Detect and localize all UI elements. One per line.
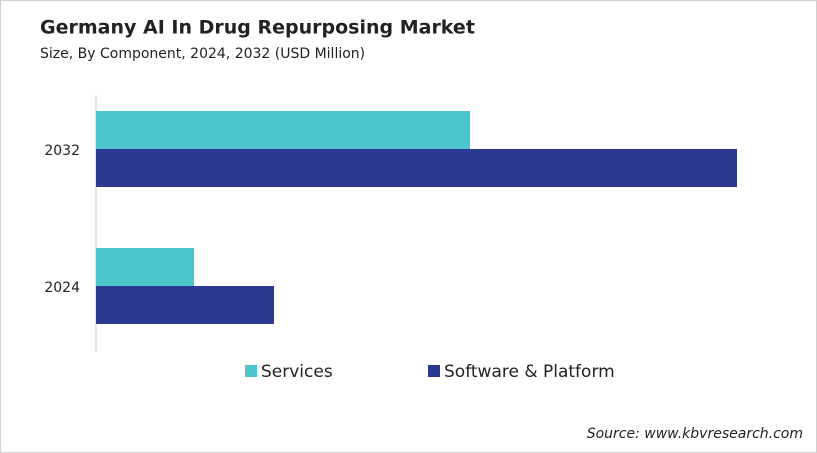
y-tick-label: 2032 — [44, 143, 80, 159]
y-tick-label: 2024 — [44, 280, 80, 296]
bar — [96, 149, 737, 187]
chart-subtitle: Size, By Component, 2024, 2032 (USD Mill… — [40, 46, 365, 62]
bar — [96, 248, 194, 286]
bar — [96, 286, 274, 324]
source: Source: www.kbvresearch.com — [587, 426, 803, 442]
legend-label: Services — [261, 362, 333, 382]
legend-label: Software & Platform — [444, 362, 615, 382]
legend-swatch — [428, 365, 440, 377]
bar — [96, 111, 470, 149]
legend-swatch — [245, 365, 257, 377]
chart-title: Germany AI In Drug Repurposing Market — [40, 17, 475, 39]
